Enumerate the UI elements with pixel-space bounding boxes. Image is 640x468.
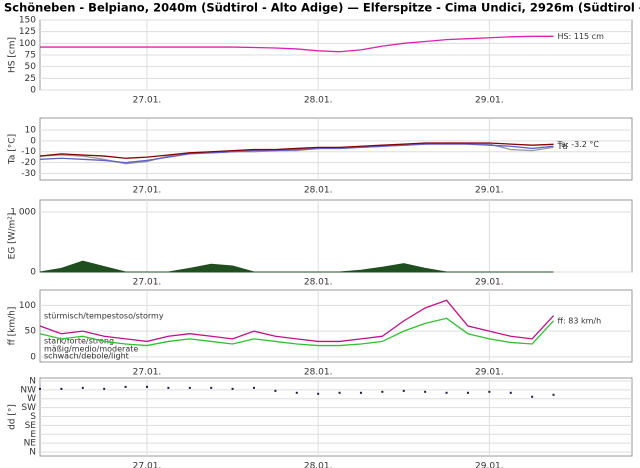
line [39,299,555,343]
x-tick-label: 29.01. [475,368,504,378]
point [167,386,170,389]
series-label: HS: 115 cm [558,32,605,41]
line [39,317,555,347]
y-tick-label: 125 [19,27,36,37]
y-tick-label: 50 [25,62,37,72]
y-tick-label: 0 [30,268,36,278]
y-tick-label: 0 [30,136,36,146]
x-tick-label: 29.01. [475,186,504,196]
band-label: stürmisch/tempestoso/stormy [44,312,164,321]
y-tick-label: 0 [30,86,36,96]
point [81,386,84,389]
y-axis-label: dd [°] [8,404,18,430]
x-tick-label: 27.01. [133,186,162,196]
y-tick-label: N [29,448,36,458]
point [488,390,491,393]
x-tick-label: 28.01. [304,96,333,106]
band-label: mäßig/medio/moderate [44,345,138,354]
plot-frame [39,199,633,273]
x-tick-label: 29.01. [475,462,504,468]
point [552,393,555,396]
point [145,385,148,388]
y-tick-label: E [30,430,36,440]
y-tick-label: -10 [21,147,36,157]
band-label: stark/forte/strong [44,337,114,346]
x-tick-label: 28.01. [304,278,333,288]
y-axis-label: EG [W/m²] [8,213,18,260]
x-tick-label: 28.01. [304,462,333,468]
point [231,387,234,390]
line [39,142,554,159]
point [103,387,106,390]
x-tick-label: 28.01. [304,368,333,378]
point [39,387,41,390]
line [40,35,554,53]
x-tick-label: 27.01. [133,96,162,106]
y-axis-label: HS [cm] [8,37,18,73]
point [188,386,191,389]
point [60,387,63,390]
point [445,391,448,394]
y-tick-label: 0 [30,352,36,362]
series-label: Ta: -3.2 °C [557,140,600,149]
x-tick-label: 29.01. [475,96,504,106]
point [252,386,255,389]
point [466,391,469,394]
y-tick-label: 100 [19,301,36,311]
series-label: ff: 83 km/h [558,316,602,325]
y-tick-label: SW [21,403,36,413]
line [39,143,554,164]
point [424,390,427,393]
y-tick-label: -30 [21,169,36,179]
x-tick-label: 27.01. [133,278,162,288]
y-tick-label: S [30,412,36,422]
x-tick-label: 29.01. [475,278,504,288]
point [295,391,298,394]
y-tick-label: W [27,394,36,404]
y-tick-label: SE [25,421,37,431]
y-tick-label: NW [20,385,36,395]
y-tick-label: 100 [19,39,36,49]
point [338,391,341,394]
y-tick-label: 50 [25,327,37,337]
y-tick-label: 1 000 [10,208,36,218]
y-tick-label: -20 [21,158,36,168]
y-tick-label: 25 [25,74,36,84]
series-label: Td [557,142,568,151]
point [359,391,362,394]
y-tick-label: N [29,376,36,386]
point [210,386,213,389]
point [124,385,127,388]
x-tick-label: 27.01. [133,368,162,378]
point [274,389,277,392]
band-label: schwach/debole/light [44,352,129,361]
y-tick-label: 150 [19,16,36,26]
x-tick-label: 28.01. [304,186,333,196]
point [317,392,320,395]
y-tick-label: 75 [25,51,36,61]
y-tick-label: NE [24,439,37,449]
y-tick-label: 10 [25,125,37,135]
point [381,390,384,393]
area [39,260,554,273]
point [402,389,405,392]
y-axis-label: ff [km/h] [8,307,18,346]
point [531,395,534,398]
x-tick-label: 27.01. [133,462,162,468]
y-axis-label: Ta [°C] [8,134,18,165]
point [509,391,512,394]
page-title: Schöneben - Belpiano, 2040m (Südtirol - … [4,1,640,15]
